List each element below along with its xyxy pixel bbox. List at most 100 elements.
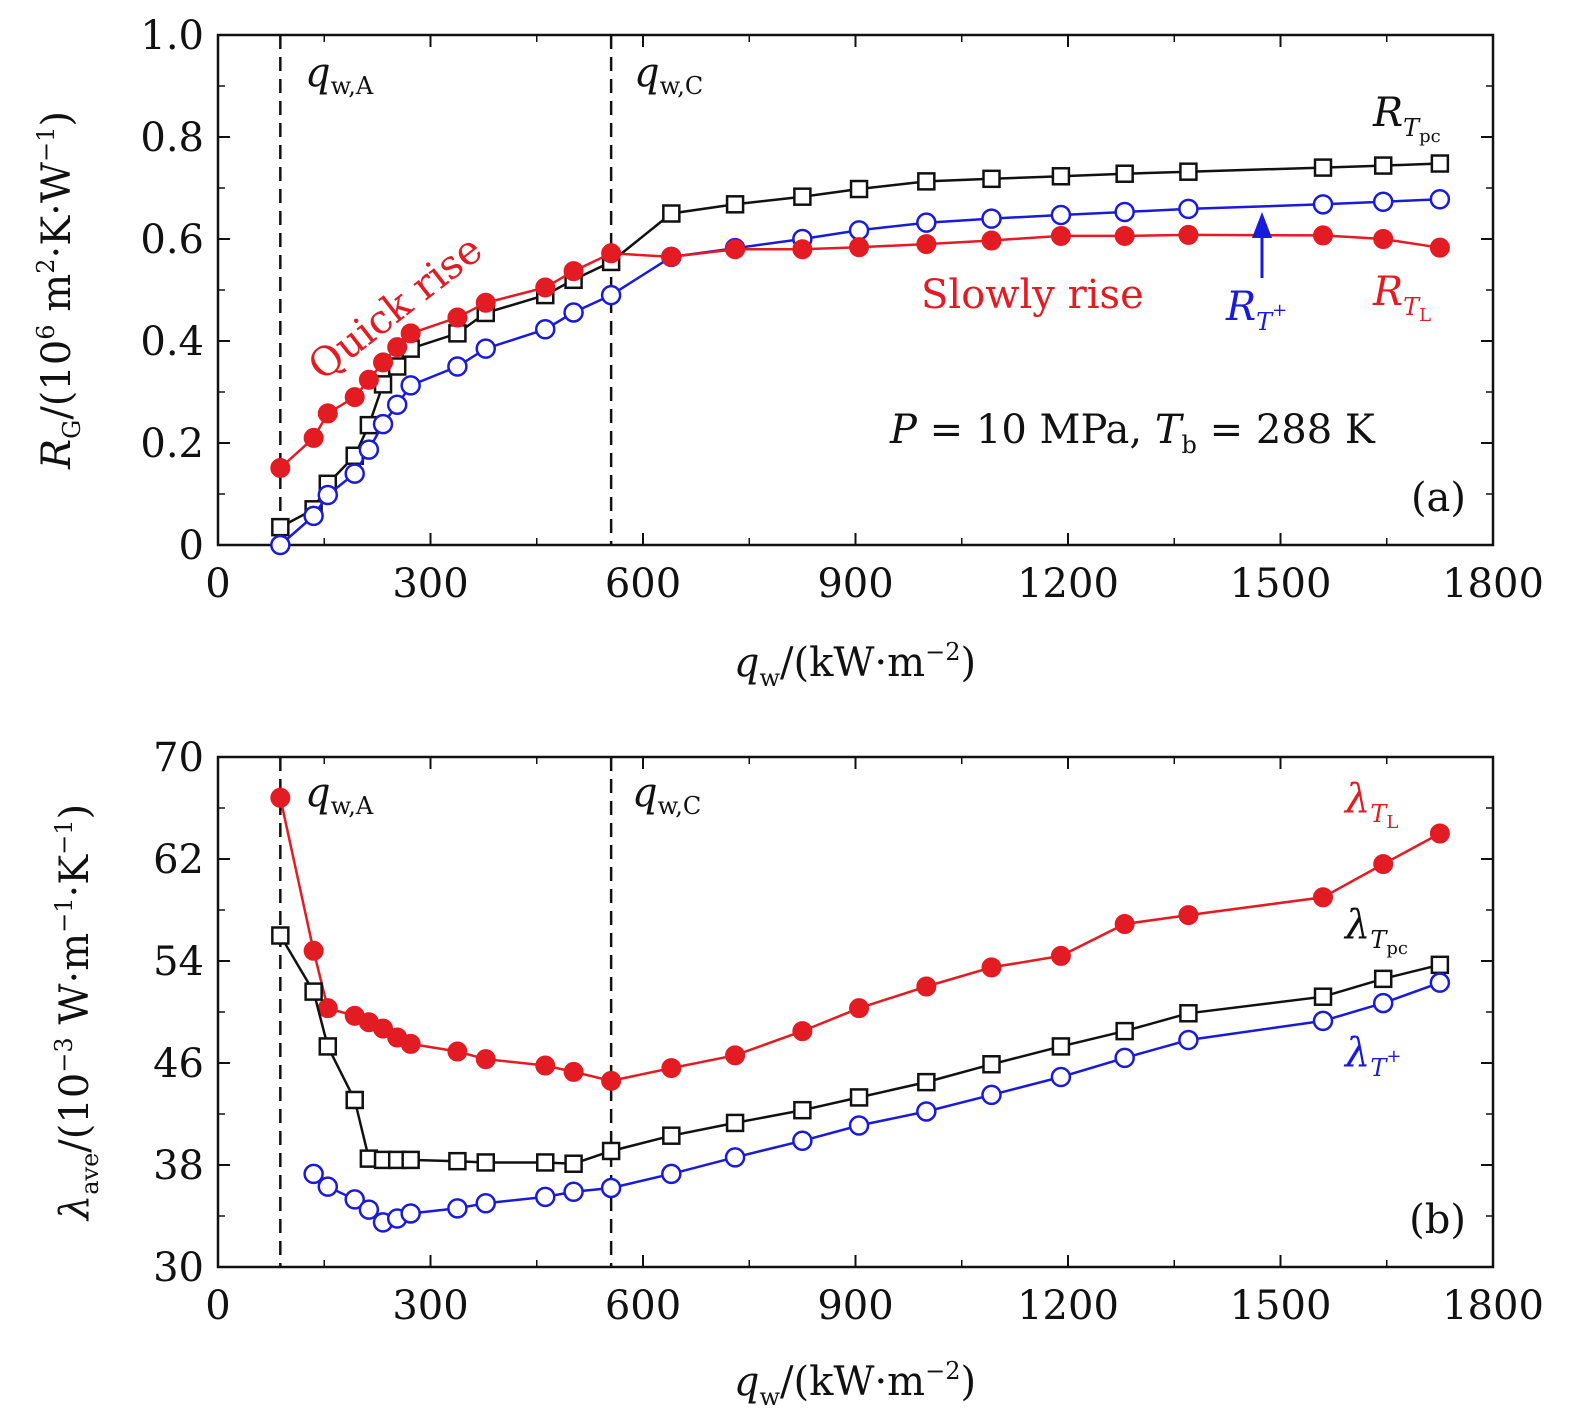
x-tick-label: 600 — [605, 561, 681, 607]
legend-R-Tplus: RT+ — [1225, 284, 1287, 336]
point-λ_Tpc — [401, 1150, 420, 1170]
point-λ_TL — [849, 998, 870, 1019]
point-R_TL — [535, 277, 556, 298]
point-R_TL — [373, 352, 394, 373]
point-λ_TL — [792, 1021, 813, 1042]
point-R_TL — [563, 261, 584, 282]
point-λ_Tpc — [1313, 987, 1333, 1006]
point-R_T+ — [1429, 188, 1451, 210]
point-R_TL — [1178, 224, 1199, 245]
point-R_T+ — [344, 463, 365, 484]
point-λ_Tpc — [849, 1088, 869, 1107]
point-λ_Tpc — [917, 1072, 936, 1092]
point-R_TL — [303, 427, 324, 448]
y-tick-label: 0.2 — [140, 421, 204, 467]
point-R_TL — [387, 337, 408, 358]
y-tick-label: 0.8 — [140, 115, 204, 161]
point-R_T+ — [1114, 201, 1135, 223]
x-tick-label: 0 — [205, 1283, 230, 1329]
point-R_Tpc — [662, 204, 681, 223]
point-λ_T+ — [1312, 1010, 1334, 1032]
y-tick-label: 62 — [153, 837, 204, 883]
point-λ_TL — [475, 1049, 496, 1070]
axis-ticks-b — [217, 756, 1494, 1268]
y-tick-label: 1.0 — [140, 13, 204, 59]
point-R_T+ — [600, 284, 622, 306]
point-λ_T+ — [1372, 992, 1394, 1014]
point-λ_T+ — [600, 1177, 622, 1199]
y-tick-label: 0 — [179, 523, 204, 569]
point-λ_T+ — [1178, 1029, 1199, 1051]
point-λ_T+ — [916, 1101, 937, 1122]
point-λ_T+ — [475, 1193, 496, 1214]
point-λ_T+ — [400, 1203, 421, 1224]
point-λ_Tpc — [1179, 1004, 1198, 1023]
point-λ_TL — [270, 787, 291, 808]
x-tick-label: 1800 — [1442, 561, 1544, 607]
legend-R-TL: RTL — [1372, 269, 1431, 326]
point-R_TL — [1050, 225, 1071, 246]
point-R_T+ — [372, 413, 394, 435]
point-λ_TL — [661, 1058, 682, 1079]
series-a — [270, 154, 1451, 556]
point-R_T+ — [358, 439, 380, 460]
point-λ_TL — [373, 1018, 394, 1039]
point-R_T+ — [1050, 204, 1072, 226]
legend-lambda-TL: λTL — [1343, 776, 1398, 833]
point-R_T+ — [563, 302, 584, 323]
point-λ_TL — [1429, 823, 1450, 844]
x-axis-title-b: qw/(kW·m−2) — [734, 1357, 976, 1411]
point-R_TL — [916, 234, 937, 255]
point-R_TL — [1373, 229, 1394, 249]
point-λ_T+ — [848, 1115, 870, 1136]
point-R_Tpc — [1051, 167, 1071, 186]
x-tick-label: 1800 — [1442, 1283, 1544, 1329]
y-tick-label: 30 — [153, 1245, 204, 1291]
point-λ_T+ — [344, 1189, 365, 1210]
point-R_Tpc — [448, 324, 467, 343]
point-λ_TL — [916, 976, 937, 997]
y-tick-label: 46 — [153, 1041, 204, 1087]
point-R_T+ — [270, 534, 291, 556]
point-R_TL — [849, 237, 870, 258]
x-tick-label: 1200 — [1017, 1283, 1119, 1329]
condition-text: P = 10 MPa, Tb = 288 K — [889, 407, 1376, 459]
point-R_T+ — [447, 356, 468, 377]
point-λ_Tpc — [318, 1037, 338, 1056]
point-R_T+ — [981, 208, 1002, 229]
panel-a: 0 300 600 900 1200 1500 1800 0 0.2 0.4 0.6 0.8 1.0 q… — [32, 13, 1544, 692]
point-λ_T+ — [1429, 972, 1451, 993]
point-R_Tpc — [982, 169, 1001, 189]
series-b — [270, 787, 1451, 1233]
point-λ_T+ — [358, 1199, 380, 1220]
point-λ_Tpc — [793, 1100, 812, 1120]
point-λ_Tpc — [725, 1113, 745, 1133]
y-tick-label: 0.6 — [140, 217, 204, 263]
point-λ_TL — [1313, 887, 1333, 908]
point-R_T+ — [475, 338, 496, 359]
point-λ_Tpc — [476, 1153, 495, 1172]
point-λ_T+ — [563, 1181, 584, 1203]
point-λ_TL — [601, 1070, 622, 1091]
point-λ_Tpc — [1373, 969, 1393, 989]
point-λ_T+ — [303, 1163, 324, 1185]
point-λ_T+ — [981, 1084, 1002, 1106]
point-R_TL — [792, 239, 813, 260]
point-R_TL — [725, 239, 746, 260]
panel-label-a: (a) — [1411, 475, 1466, 521]
tick-labels-b: 0 300 600 900 1200 1500 1800 30 38 46 54 62 70 — [153, 735, 1544, 1329]
point-R_Tpc — [1115, 164, 1134, 183]
point-λ_TL — [981, 957, 1002, 978]
vline-label-qwC-b: qw,C — [632, 770, 701, 820]
series-line-λ_TL — [279, 797, 1441, 1083]
annotation-slowly-rise: Slowly rise — [921, 272, 1144, 318]
point-λ_Tpc — [564, 1154, 583, 1173]
point-R_T+ — [1372, 191, 1394, 213]
point-λ_T+ — [1114, 1047, 1135, 1069]
point-R_Tpc — [1430, 154, 1450, 173]
tick-labels-a: 0 300 600 900 1200 1500 1800 0 0.2 0.4 0.6 0.8 1.0 — [140, 13, 1544, 607]
point-λ_T+ — [724, 1147, 746, 1168]
x-tick-label: 300 — [392, 1283, 468, 1329]
legend-lambda-Tpc: λTpc — [1343, 902, 1408, 959]
